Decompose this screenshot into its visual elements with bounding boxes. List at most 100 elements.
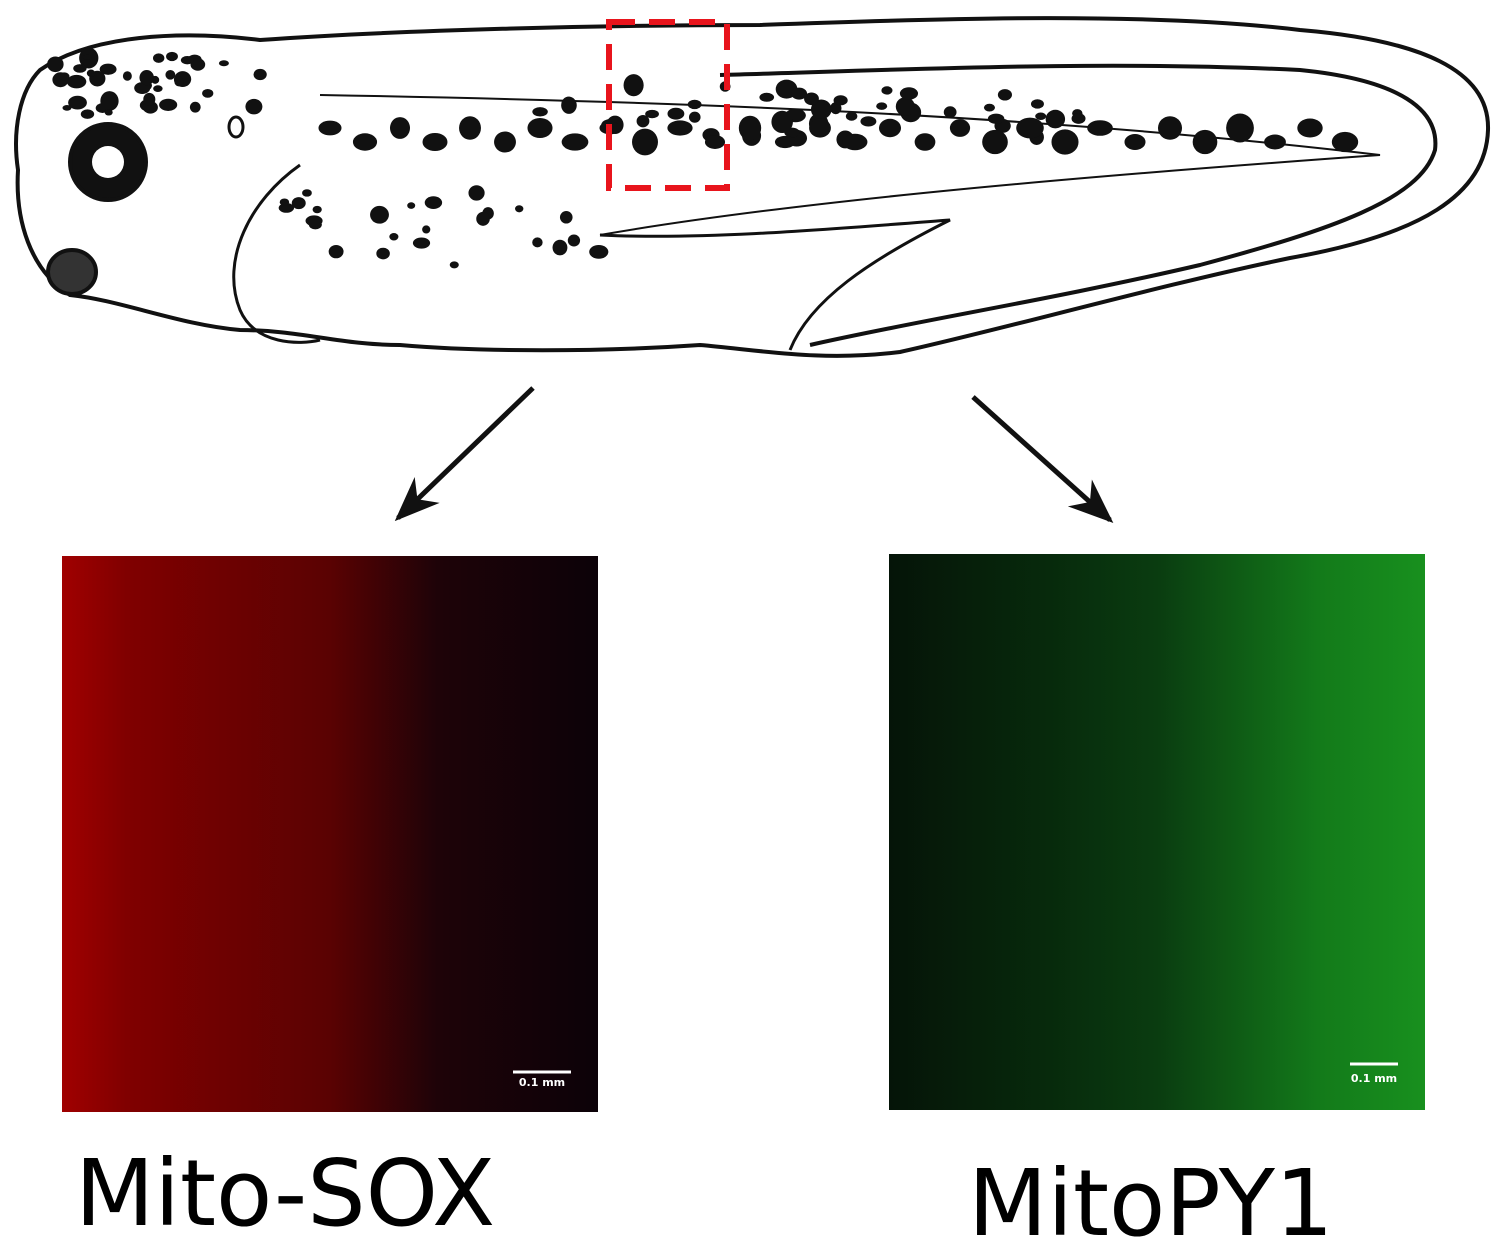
pigment-spot: [1331, 131, 1359, 153]
pigment-spot: [291, 197, 306, 210]
pigment-spot: [914, 133, 936, 151]
pigment-spot: [47, 56, 64, 73]
pigment-spot: [174, 76, 184, 87]
pigment-spot: [190, 58, 206, 71]
tadpole-drawing: [14, 16, 1491, 358]
pigment-spot: [561, 96, 576, 113]
pigment-spot: [422, 225, 431, 234]
pigment-spot: [58, 72, 70, 81]
pigment-spot: [476, 211, 490, 226]
pigment-spot: [791, 87, 808, 100]
pigment-spot: [1087, 120, 1113, 136]
pigment-spot: [687, 99, 702, 110]
pigment-spot: [189, 101, 201, 113]
pigment-spot: [1124, 133, 1146, 151]
pigment-spot: [983, 103, 995, 112]
pigment-spot: [305, 215, 323, 227]
pigment-spot: [253, 68, 267, 81]
pigment-spot: [180, 55, 194, 65]
pigment-spot: [532, 107, 548, 117]
mitopy1-image: [889, 554, 1425, 1110]
pigment-spot: [552, 239, 568, 256]
pigment-spot: [860, 116, 877, 127]
pigment-spot: [352, 133, 378, 151]
pigment-spot: [278, 203, 295, 213]
pigment-spot: [561, 133, 589, 151]
pigment-spot: [997, 89, 1012, 101]
pigment-spot: [667, 120, 693, 136]
pigment-spots: [47, 47, 1359, 269]
pigment-spot: [982, 129, 1008, 155]
pigment-spot: [1035, 112, 1047, 121]
pigment-spot: [804, 92, 819, 106]
pigment-spot: [73, 64, 87, 73]
pigment-spot: [66, 74, 87, 89]
tail-fin-inner: [719, 63, 1438, 347]
pigment-spot: [202, 88, 214, 98]
pigment-spot: [153, 53, 165, 63]
pigment-spot: [165, 69, 176, 80]
pigment-spot: [1016, 117, 1044, 139]
pigment-spot: [810, 99, 832, 120]
arrow-left: [394, 386, 535, 522]
pigment-spot: [845, 111, 858, 121]
pigment-spot: [738, 115, 762, 141]
nostril: [227, 115, 245, 139]
pigment-spot: [389, 232, 399, 241]
pigment-spot: [245, 98, 263, 115]
pigment-spot: [99, 63, 117, 75]
pigment-spot: [636, 114, 650, 128]
pigment-spot: [122, 71, 132, 81]
pigment-spot: [833, 95, 848, 106]
pigment-spot: [949, 119, 971, 137]
body-outline: [14, 16, 1491, 358]
pigment-spot: [153, 85, 163, 93]
pigment-spot: [1157, 116, 1183, 140]
pigment-spot: [567, 234, 581, 247]
pigment-spot: [589, 245, 609, 259]
arrow-right: [971, 395, 1114, 524]
pigment-spot: [759, 92, 775, 102]
pigment-spot: [1192, 129, 1218, 155]
region-box: [606, 19, 730, 191]
pigment-spot: [1264, 134, 1286, 150]
pigment-spot: [771, 110, 793, 134]
pigment-spot: [623, 74, 644, 97]
pigment-spot: [895, 97, 915, 116]
pigment-spot: [987, 113, 1005, 124]
pigment-spot: [389, 117, 411, 139]
pigment-spot: [809, 118, 831, 138]
pigment-spot: [279, 198, 290, 206]
pigment-spot: [899, 87, 919, 100]
pigment-spot: [424, 196, 443, 209]
pigment-spot: [82, 54, 92, 60]
pigment-spot: [449, 261, 459, 269]
pigment-spot: [1045, 109, 1066, 129]
pigment-spot: [166, 51, 178, 62]
eye-inner: [92, 146, 124, 178]
mouth: [46, 248, 98, 296]
pigment-spot: [527, 117, 553, 139]
pigment-spot: [1297, 118, 1323, 138]
pigment-spot: [645, 109, 659, 119]
pigment-spot: [704, 135, 726, 149]
pigment-spot: [143, 92, 156, 106]
pigment-spot: [159, 98, 178, 111]
pigment-spot: [86, 69, 96, 78]
pigment-spot: [370, 205, 389, 224]
pigment-spot: [312, 205, 322, 214]
gut: [232, 163, 951, 351]
pigment-spot: [1030, 99, 1044, 109]
mitosox-image: [62, 556, 598, 1112]
pigment-spot: [68, 95, 87, 110]
panel-label: MitoPY1: [968, 1150, 1333, 1243]
pigment-spot: [318, 120, 342, 136]
pigment-spot: [494, 131, 516, 153]
pigment-spot: [218, 60, 229, 67]
pigment-spot: [943, 106, 957, 118]
pigment-spot: [667, 107, 685, 120]
pigment-spot: [62, 105, 72, 111]
pigment-spot: [515, 205, 524, 213]
pigment-spot: [1226, 113, 1254, 143]
